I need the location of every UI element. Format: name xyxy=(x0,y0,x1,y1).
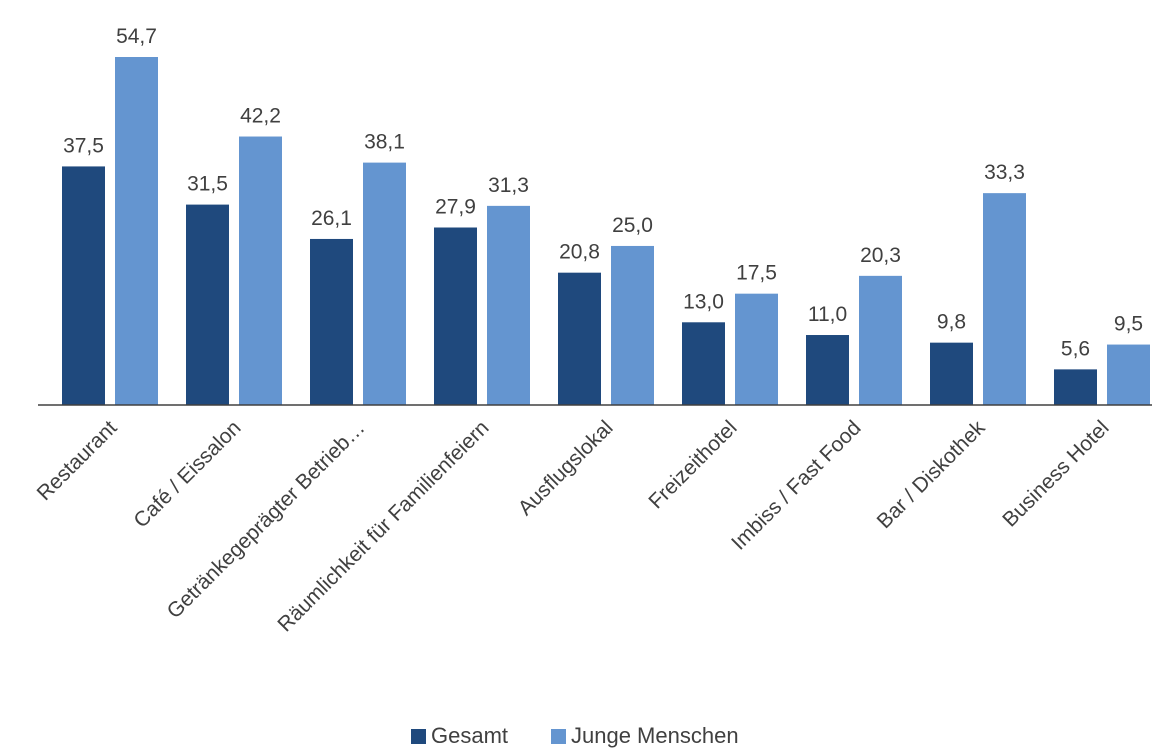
bar-gesamt-0 xyxy=(62,166,105,405)
data-label: 31,5 xyxy=(187,173,228,196)
bar-junge-menschen-5 xyxy=(735,293,778,405)
bar-junge-menschen-1 xyxy=(239,136,282,406)
bar-junge-menschen-3 xyxy=(487,205,530,405)
data-label: 54,7 xyxy=(116,25,157,48)
bar-gesamt-8 xyxy=(1054,369,1097,405)
data-label: 13,0 xyxy=(683,290,724,313)
data-label: 9,5 xyxy=(1114,313,1143,336)
bar-junge-menschen-6 xyxy=(859,275,902,405)
data-label: 27,9 xyxy=(435,196,476,219)
category-label: Räumlichkeit für Familienfeiern xyxy=(273,416,493,636)
data-label: 9,8 xyxy=(937,311,966,334)
bar-junge-menschen-2 xyxy=(363,162,406,405)
bar-gesamt-2 xyxy=(310,238,353,405)
bar-junge-menschen-8 xyxy=(1107,344,1150,405)
bar-gesamt-6 xyxy=(806,335,849,405)
category-label: Getränkegeprägter Betrieb… xyxy=(163,416,370,623)
bar-gesamt-4 xyxy=(558,272,601,405)
data-label: 20,3 xyxy=(860,244,901,267)
data-label: 42,2 xyxy=(240,105,281,128)
data-label: 5,6 xyxy=(1061,337,1090,360)
category-label: Business Hotel xyxy=(998,416,1113,531)
category-label: Café / Eissalon xyxy=(129,416,245,532)
legend-label: Gesamt xyxy=(431,723,508,748)
category-label: Imbiss / Fast Food xyxy=(727,416,865,554)
bar-junge-menschen-4 xyxy=(611,245,654,405)
data-label: 20,8 xyxy=(559,241,600,264)
data-label: 25,0 xyxy=(612,214,653,237)
legend-swatch xyxy=(551,729,566,744)
legend-swatch xyxy=(411,729,426,744)
data-label: 33,3 xyxy=(984,161,1025,184)
data-label: 37,5 xyxy=(63,134,104,157)
category-labels: Restaurant Café / EissalonGetränkegeprägt… xyxy=(33,416,1114,636)
data-label: 26,1 xyxy=(311,207,352,230)
legend-label: Junge Menschen xyxy=(571,723,739,748)
bar-gesamt-3 xyxy=(434,227,477,405)
bar-gesamt-5 xyxy=(682,322,725,405)
bars-group: 37,5 54,7 31,5 42,2 26,1 38,1 27,9 31,3 20,8 25,0… xyxy=(62,25,1150,406)
data-label: 31,3 xyxy=(488,174,529,197)
data-label: 17,5 xyxy=(736,262,777,285)
category-label: Ausflugslokal xyxy=(514,416,618,520)
category-label: Restaurant xyxy=(33,416,122,505)
bar-gesamt-7 xyxy=(930,342,973,405)
bar-gesamt-1 xyxy=(186,204,229,405)
category-label: Bar / Diskothek xyxy=(873,416,990,533)
category-label: Freizeithotel xyxy=(644,416,741,513)
data-label: 11,0 xyxy=(808,303,847,326)
data-label: 38,1 xyxy=(364,131,405,154)
bar-junge-menschen-0 xyxy=(115,57,158,405)
bar-junge-menschen-7 xyxy=(983,193,1026,405)
legend: Gesamt Junge Menschen xyxy=(411,723,739,748)
